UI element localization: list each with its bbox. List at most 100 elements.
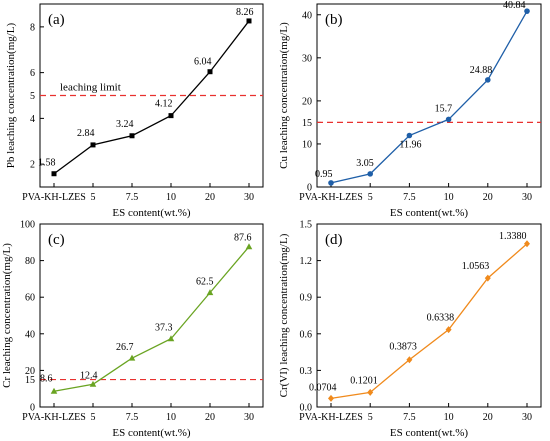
data-point	[207, 69, 213, 75]
data-point	[485, 77, 491, 83]
chart-panel-a: 2 4 5 6 8 PVA-KH-LZES 5 7.5 10 20 30 ES content(wt.…	[5, 3, 264, 219]
x-tick-label: 20	[205, 192, 215, 203]
data-label: 26.7	[116, 342, 134, 353]
data-label: 1.58	[38, 158, 56, 169]
x-tick-label: 5	[91, 192, 96, 203]
y-axis-title: Pb leaching concentration(mg/L)	[5, 22, 17, 168]
data-label: 1.3380	[499, 231, 527, 242]
data-point	[445, 326, 452, 334]
panel-label: (c)	[48, 232, 65, 248]
panel-label: (b)	[325, 12, 343, 28]
data-label: 0.0704	[309, 382, 337, 393]
x-tick-label: 10	[166, 412, 176, 423]
data-label: 15.7	[435, 103, 453, 114]
y-tick-label: 20	[302, 96, 312, 107]
data-point	[367, 388, 374, 396]
y-tick-label: 6	[30, 68, 35, 79]
plot-frame	[39, 223, 264, 408]
x-tick-label: 7.5	[126, 412, 139, 423]
x-tick-label: 30	[522, 192, 532, 203]
y-axis-title: Cr leaching concentration(mg/L)	[1, 243, 13, 388]
y-tick-label: 0	[307, 183, 312, 194]
x-tick-label: 20	[483, 192, 493, 203]
data-label: 62.5	[196, 277, 214, 288]
data-point	[524, 240, 530, 248]
x-axis-title: ES content(wt.%)	[390, 427, 469, 439]
data-label: 12.4	[80, 370, 98, 381]
y-tick-label: 40	[302, 10, 312, 21]
data-point	[406, 356, 413, 364]
data-label: 24.88	[470, 65, 493, 76]
data-label: 0.1201	[350, 375, 378, 386]
data-label: 4.12	[155, 99, 173, 110]
y-tick-label: 2	[30, 160, 35, 171]
series-line	[53, 246, 250, 392]
y-axis-title: Cu leaching concentration(mg/L)	[278, 22, 290, 169]
data-point	[168, 113, 174, 119]
series-line	[330, 10, 528, 184]
data-label: 3.24	[116, 119, 134, 130]
data-point	[328, 394, 334, 402]
x-tick-label: 30	[244, 412, 254, 423]
x-tick-label: PVA-KH-LZES	[22, 412, 86, 423]
y-tick-label: 0.9	[300, 293, 313, 304]
series-line	[53, 20, 250, 175]
data-point	[246, 18, 252, 24]
data-point	[50, 387, 58, 394]
panel-label: (d)	[325, 232, 343, 248]
data-point	[524, 8, 530, 14]
chart-panel-d: 0.0 0.3 0.6 0.9 1.2 1.5 PVA-KH-LZES 5 7.5 10 20 30 E…	[278, 220, 542, 439]
y-axis-title: Cr(VI) leaching concentration(mg/L)	[278, 233, 290, 397]
x-tick-label: 20	[483, 412, 493, 423]
data-point	[51, 171, 57, 177]
x-tick-label: PVA-KH-LZES	[22, 192, 86, 203]
x-tick-label: 5	[368, 412, 373, 423]
data-label: 11.96	[399, 140, 421, 151]
x-tick-label: 10	[166, 192, 176, 203]
y-tick-label: 1.2	[300, 256, 313, 267]
x-tick-label: 30	[244, 192, 254, 203]
data-label: 8.6	[40, 373, 53, 384]
chart-panel-b: 0 10 15 20 30 40 PVA-KH-LZES 5 7.5 10 20 30 ES conte…	[278, 0, 542, 219]
y-tick-label: 0.6	[300, 329, 313, 340]
x-tick-label: 10	[444, 192, 454, 203]
x-axis-title: ES content(wt.%)	[112, 207, 191, 219]
data-label: 8.26	[236, 7, 254, 18]
y-tick-label: 60	[25, 293, 35, 304]
y-tick-label: 1.5	[300, 220, 313, 231]
data-point	[245, 243, 253, 250]
x-tick-label: 7.5	[403, 412, 416, 423]
data-point	[367, 171, 374, 177]
x-axis-title: ES content(wt.%)	[390, 207, 469, 219]
data-point	[89, 380, 97, 387]
y-tick-label: 4	[30, 114, 35, 125]
x-axis-title: ES content(wt.%)	[112, 427, 191, 439]
x-tick-label: 5	[91, 412, 96, 423]
data-point	[128, 354, 136, 361]
x-tick-label: 20	[205, 412, 215, 423]
data-point	[206, 289, 214, 296]
series-line	[330, 243, 528, 400]
x-tick-label: 10	[444, 412, 454, 423]
data-label: 6.04	[194, 57, 212, 68]
data-label: 0.6338	[427, 313, 455, 324]
data-point	[484, 274, 491, 282]
x-tick-label: 7.5	[403, 192, 416, 203]
x-tick-label: 7.5	[126, 192, 139, 203]
data-point	[406, 132, 413, 139]
data-label: 1.0563	[462, 261, 490, 272]
leaching-limit-label: leaching limit	[60, 82, 121, 94]
plot-frame	[316, 3, 542, 188]
y-tick-label: 100	[20, 220, 35, 231]
y-tick-label: 0.0	[300, 403, 313, 414]
data-label: 2.84	[77, 128, 95, 139]
x-tick-label: 5	[368, 192, 373, 203]
x-tick-label: PVA-KH-LZES	[299, 412, 363, 423]
y-tick-label: 8	[30, 22, 35, 33]
data-point	[167, 335, 175, 342]
y-tick-label: 15	[302, 118, 312, 129]
y-tick-label: 40	[25, 329, 35, 340]
x-tick-label: PVA-KH-LZES	[299, 192, 363, 203]
